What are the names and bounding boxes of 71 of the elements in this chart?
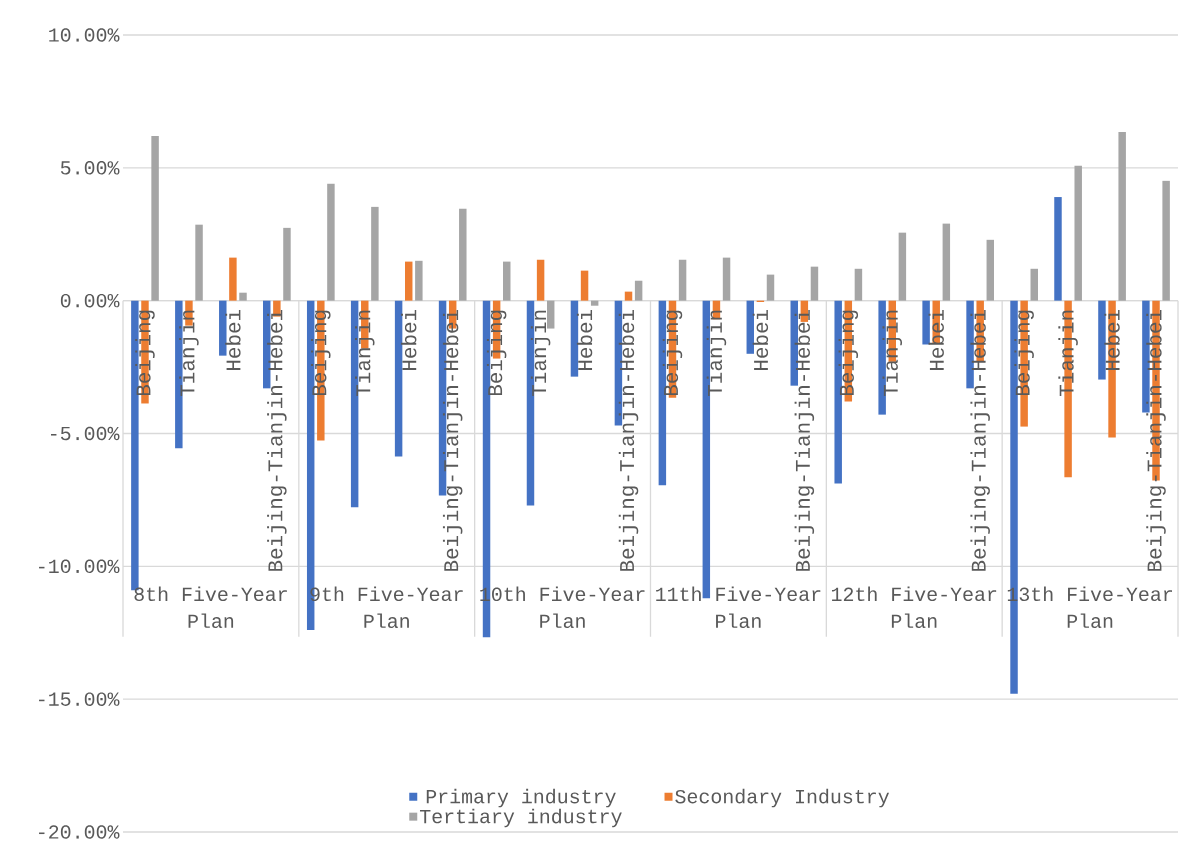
- bar: [283, 227, 291, 301]
- x-tick-label: Tianjin: [1058, 310, 1078, 396]
- x-tick-label: Beijing: [486, 310, 507, 396]
- bar: [536, 259, 545, 301]
- annotation: 12th Five-Year Plan: [831, 586, 997, 628]
- y-tick-label: -5.00%: [50, 426, 120, 441]
- bar: [1030, 268, 1038, 301]
- x-tick-label: Hebei: [401, 309, 417, 370]
- bar: [195, 224, 203, 301]
- bar: [1162, 180, 1170, 301]
- x-tick-label: Tianjin: [882, 310, 903, 396]
- bar: [459, 208, 467, 301]
- bar: [1074, 165, 1082, 301]
- x-tick-label: Hebei: [1104, 309, 1120, 370]
- bar: [766, 274, 775, 301]
- bar: [810, 266, 819, 301]
- x-tick-label: Beijing: [662, 310, 683, 396]
- bar: [722, 257, 731, 301]
- x-tick-label: Beijing-Tianjin-Hebei: [442, 309, 463, 571]
- x-tick-label: Beijing: [135, 310, 155, 396]
- bar: [229, 257, 237, 301]
- y-tick-label: 0.00%: [60, 293, 120, 308]
- x-tick-label: Beijing-Tianjin-Hebei: [794, 309, 815, 571]
- bar: [580, 270, 589, 301]
- bar: [394, 300, 403, 457]
- bar: [942, 223, 951, 301]
- bar: [1118, 131, 1126, 301]
- x-tick-label: Hebei: [752, 309, 769, 370]
- bar: [1098, 300, 1106, 380]
- x-tick-label: Beijing-Tianjin-Hebei: [618, 309, 639, 571]
- x-tick-label: Hebei: [225, 309, 241, 370]
- bar: [986, 239, 995, 301]
- bar: [151, 135, 159, 301]
- legend-label: Tertiary industry: [419, 808, 622, 828]
- bar: [219, 300, 227, 356]
- y-tick-label: -20.00%: [39, 825, 120, 839]
- x-tick-label: Beijing: [311, 310, 331, 396]
- x-tick-label: Hebei: [928, 309, 944, 370]
- legend-label: Secondary Industry: [675, 788, 890, 808]
- x-tick-label: Beijing-Tianjin-Hebei: [970, 309, 990, 571]
- legend-label: Primary industry: [426, 788, 616, 808]
- x-tick-label: Tianjin: [355, 310, 375, 396]
- x-tick-label: Beijing-Tianjin-Hebei: [1146, 309, 1166, 571]
- bar: [634, 280, 643, 301]
- bar: [404, 261, 413, 301]
- bar: [239, 292, 247, 301]
- annotation: 11th Five-Year Plan: [656, 586, 821, 628]
- y-tick-label: -15.00%: [39, 692, 120, 706]
- bar: [1054, 197, 1062, 301]
- x-tick-label: Hebei: [576, 309, 593, 370]
- bar: [327, 183, 335, 301]
- bar: [371, 206, 379, 301]
- bar: [570, 300, 579, 377]
- y-tick-label: 5.00%: [60, 161, 120, 175]
- x-tick-label: Beijing: [1014, 310, 1034, 396]
- bar: [503, 261, 511, 301]
- bar: [922, 300, 930, 345]
- bar: [678, 259, 687, 301]
- x-tick-label: Tianjin: [179, 310, 199, 396]
- bar: [854, 268, 863, 301]
- x-tick-label: Tianjin: [706, 310, 727, 396]
- x-tick-label: Beijing-Tianjin-Hebei: [267, 309, 287, 571]
- annotation: 8th Five-Year Plan: [134, 586, 287, 628]
- x-tick-label: Beijing: [838, 310, 859, 396]
- bar: [590, 300, 599, 306]
- bar: [898, 232, 907, 301]
- bar: [415, 260, 423, 301]
- y-tick-label: 10.00%: [49, 28, 120, 42]
- x-tick-label: Tianjin: [530, 310, 551, 396]
- bar: [624, 291, 633, 301]
- y-tick-label: -10.00%: [39, 559, 120, 574]
